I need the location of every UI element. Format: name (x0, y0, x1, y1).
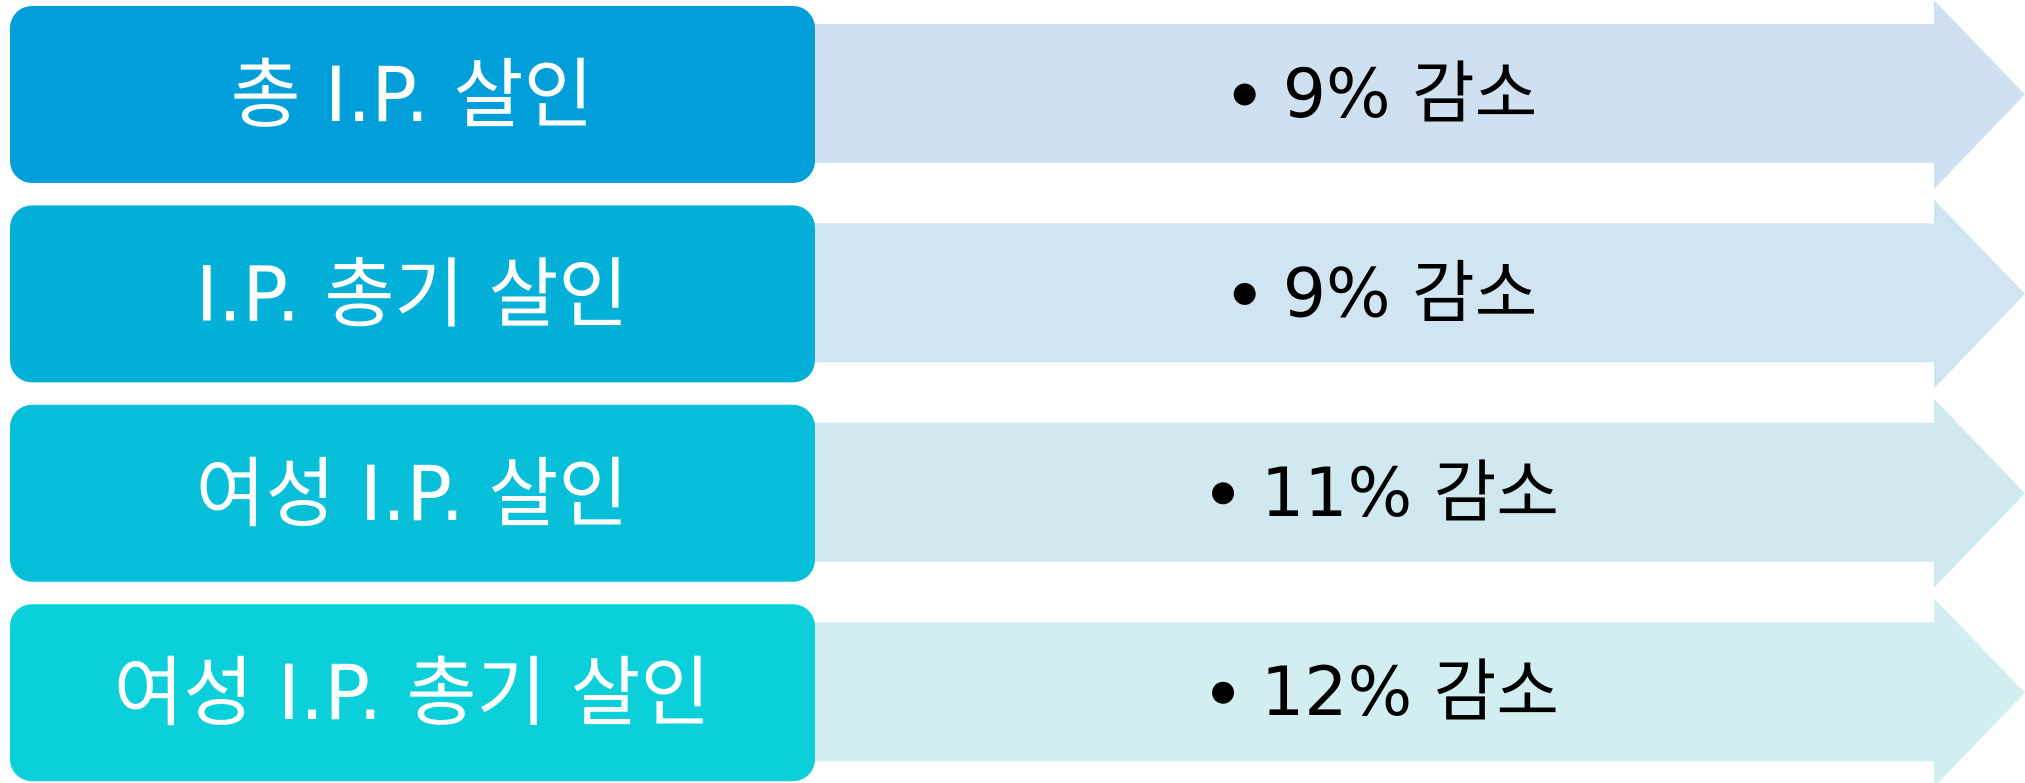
row: 총 I.P. 살인 9% 감소 (10, 0, 2025, 189)
row-label: 여성 I.P. 살인 (196, 449, 629, 538)
row-label: I.P. 총기 살인 (196, 249, 629, 338)
row-value: 11% 감소 (1261, 454, 1559, 533)
row-value: 12% 감소 (1261, 653, 1559, 732)
row: I.P. 총기 살인 9% 감소 (10, 199, 2025, 389)
bullet (1212, 482, 1235, 505)
row-value: 9% 감소 (1283, 55, 1538, 134)
arrow (812, 199, 2025, 389)
label-box (10, 205, 815, 383)
arrow (812, 0, 2025, 189)
bullet (1233, 282, 1256, 305)
bullet (1212, 681, 1235, 704)
label-box (10, 604, 815, 782)
row-value: 9% 감소 (1283, 254, 1538, 333)
row: 여성 I.P. 살인 11% 감소 (10, 398, 2025, 588)
row: 여성 I.P. 총기 살인 12% 감소 (10, 598, 2025, 783)
row-label: 여성 I.P. 총기 살인 (114, 648, 711, 737)
arrow (812, 598, 2025, 783)
label-box (10, 404, 815, 582)
label-box (10, 6, 815, 183)
arrow (812, 398, 2025, 588)
row-label: 총 I.P. 살인 (231, 50, 594, 139)
bullet (1233, 83, 1256, 106)
